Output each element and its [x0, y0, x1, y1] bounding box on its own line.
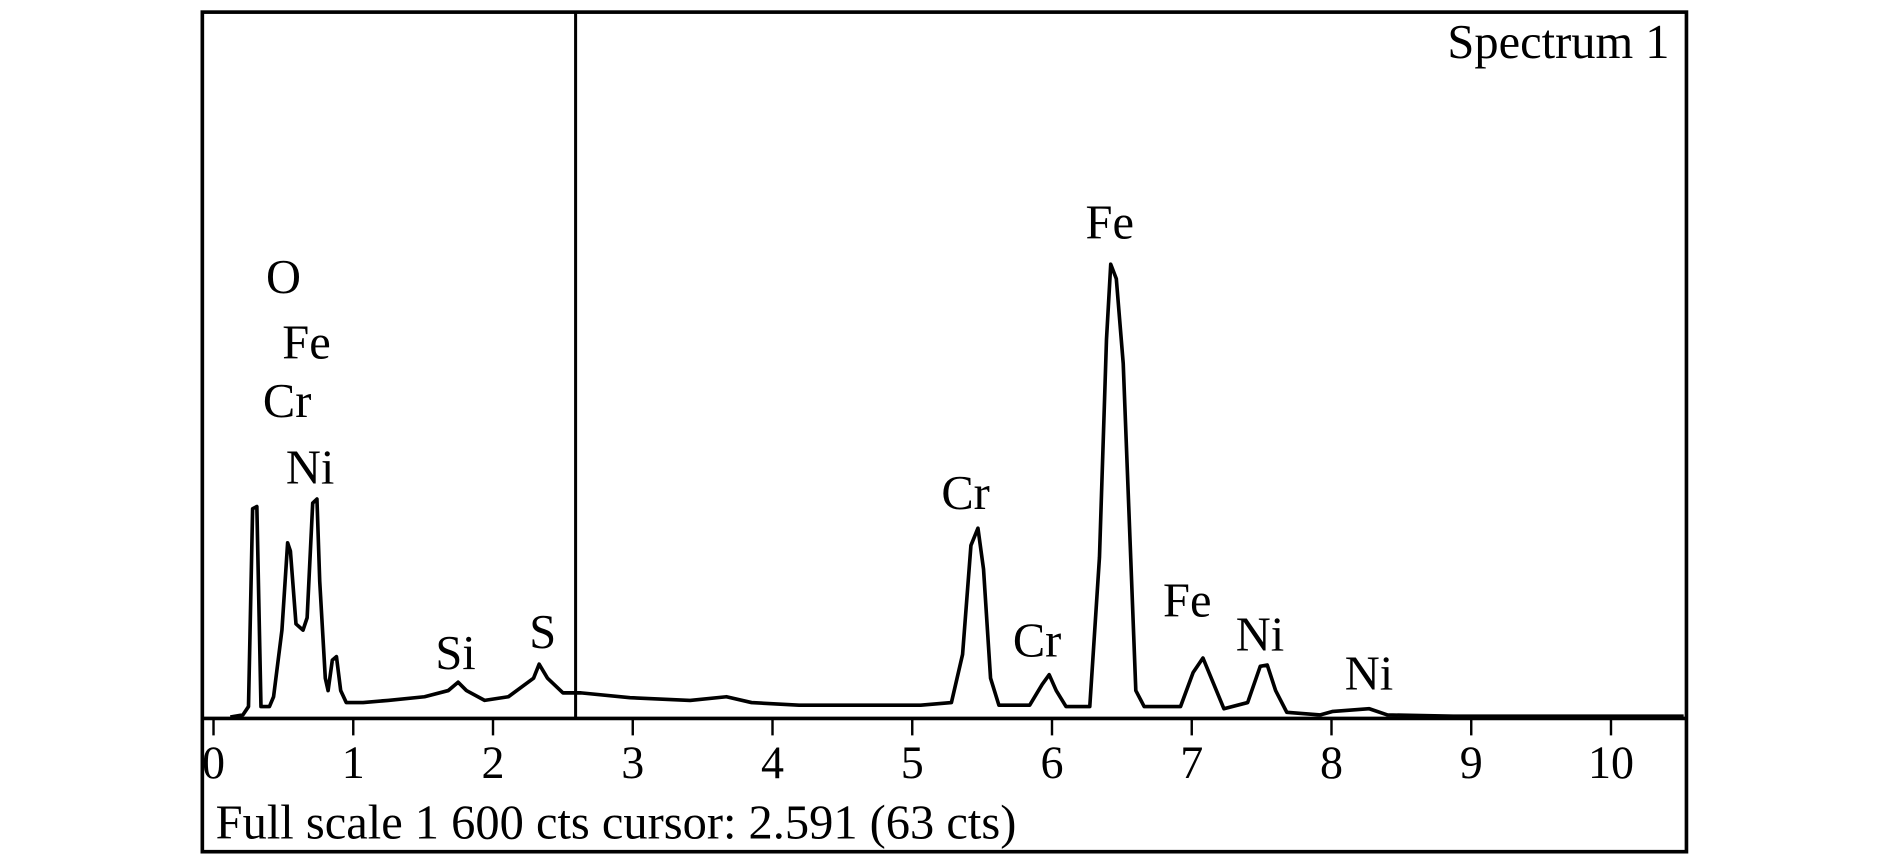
- x-tick-label: 8: [1320, 737, 1343, 788]
- x-tick-label: 9: [1460, 737, 1483, 788]
- x-tick-label: 6: [1040, 737, 1063, 788]
- peak-label: Cr: [941, 467, 989, 520]
- chart-title: Spectrum 1: [1447, 16, 1669, 69]
- peak-label: S: [529, 606, 556, 659]
- peak-label: Si: [435, 627, 475, 680]
- x-tick-label: 5: [901, 737, 924, 788]
- spectrum-line: [230, 262, 1684, 719]
- peak-label: Fe: [1163, 575, 1211, 628]
- peak-label: Fe: [1086, 197, 1134, 250]
- peak-label: Ni: [1345, 647, 1393, 700]
- x-tick-label: 4: [761, 737, 784, 788]
- x-tick-label: 7: [1180, 737, 1203, 788]
- x-tick-label: 2: [482, 737, 505, 788]
- peak-label: Fe: [282, 317, 330, 370]
- peak-label: Ni: [286, 441, 334, 494]
- x-tick-label: 0: [202, 737, 225, 788]
- peak-label: O: [266, 251, 301, 304]
- footer-status: Full scale 1 600 cts cursor: 2.591 (63 c…: [216, 796, 1017, 849]
- peak-label: Cr: [1013, 615, 1061, 668]
- x-tick-label: 10: [1588, 737, 1634, 788]
- peak-label: Cr: [263, 375, 311, 428]
- frame: [200, 10, 1689, 854]
- peak-label: Ni: [1236, 609, 1284, 662]
- x-tick-label: 1: [342, 737, 365, 788]
- x-tick-label: 3: [621, 737, 644, 788]
